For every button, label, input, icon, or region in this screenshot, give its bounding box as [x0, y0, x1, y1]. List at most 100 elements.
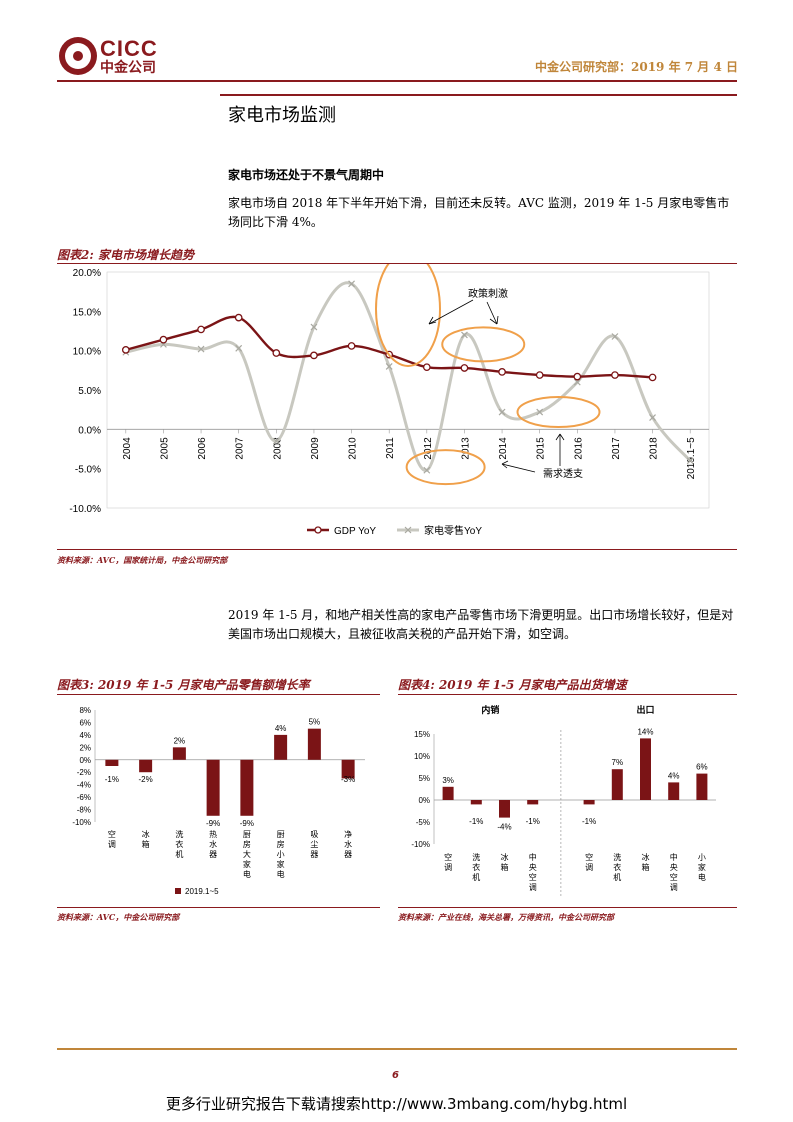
category-label: 器 — [310, 850, 318, 859]
bar — [527, 800, 539, 805]
retail-yoy-point — [235, 344, 243, 352]
bar — [583, 800, 595, 805]
y-tick-label: 2% — [79, 743, 91, 752]
group-label-export: 出口 — [636, 704, 654, 715]
y-tick-label: 0% — [418, 796, 430, 805]
category-label: 衣 — [472, 862, 480, 872]
policy-annotation: 政策刺激 — [468, 287, 508, 300]
category-label: 电 — [698, 872, 706, 882]
category-label: 洗 — [613, 852, 621, 862]
promo-link-text[interactable]: 更多行业研究报告下载请搜索http://www.3mbang.com/hybg.… — [165, 1095, 628, 1113]
gdp-yoy-point — [498, 368, 506, 376]
figure4-title: 图表4: 2019 年 1-5 月家电产品出货增速 — [398, 678, 627, 692]
legend-retail-marker — [404, 526, 412, 534]
policy-arrow — [486, 301, 498, 325]
paragraph-1: 家电市场自 2018 年下半年开始下滑，目前还未反转。AVC 监测，2019 年… — [228, 196, 730, 229]
x-tick-label: 2010 — [348, 437, 359, 460]
y-tick-label: 0% — [79, 756, 91, 765]
y-tick-label: 8% — [79, 706, 91, 715]
gdp-yoy-point — [460, 364, 469, 372]
figure4-top-rule — [398, 694, 737, 695]
header-date: 中金公司研究部：2019 年 7 月 4 日 — [535, 60, 738, 74]
bar — [696, 773, 708, 800]
cicc-logo-icon — [59, 37, 97, 75]
gdp-yoy-point — [611, 371, 619, 379]
category-label: 家 — [277, 859, 285, 869]
demand-arrow — [501, 463, 536, 473]
bar — [499, 800, 510, 818]
bar — [139, 759, 153, 773]
bar — [274, 734, 288, 760]
policy-arrow — [428, 299, 474, 325]
x-tick-label: 2015 — [536, 437, 547, 460]
bar-value-label: 3% — [442, 776, 454, 785]
y-tick-label: 4% — [79, 731, 91, 740]
x-tick-label: 2014 — [498, 437, 509, 460]
gdp-yoy-point — [159, 335, 168, 344]
category-label: 衣 — [613, 862, 621, 872]
retail-yoy-point — [536, 408, 544, 416]
category-label: 央 — [670, 862, 678, 872]
category-label: 调 — [529, 883, 537, 892]
highlight-ellipse — [516, 396, 601, 429]
page-number: 6 — [392, 1070, 399, 1081]
y-tick-label: -10% — [72, 818, 91, 827]
legend-gdp-label: GDP YoY — [334, 526, 376, 537]
section-title: 家电市场监测 — [228, 105, 336, 126]
policy-arrow-head — [489, 315, 499, 325]
x-tick-label: 2018 — [649, 437, 660, 460]
category-label: 大 — [243, 849, 251, 859]
y-tick-label: 0.0% — [78, 425, 101, 436]
category-label: 家 — [243, 859, 251, 869]
bar — [240, 759, 254, 816]
shipment-bar-chart: 15%10%5%0%-5%-10%内销 出口3%空调-1%洗衣机-4%冰箱-1%中… — [411, 704, 716, 896]
category-label: 洗 — [472, 852, 480, 862]
retail-yoy-line — [125, 281, 692, 472]
x-tick-label: 2011 — [385, 437, 396, 459]
bar — [668, 782, 680, 800]
retail-yoy-point — [461, 331, 468, 339]
figure4-bottom-rule — [398, 907, 737, 908]
figure4-source: 资料来源：产业在线，海关总署，万得资讯，中金公司研究部 — [398, 912, 614, 922]
bar-value-label: -4% — [497, 823, 511, 832]
bar-value-label: -9% — [240, 819, 254, 828]
figure2-source: 资料来源：AVC，国家统计局，中金公司研究部 — [57, 555, 228, 565]
category-label: 冰 — [142, 829, 150, 839]
category-label: 机 — [175, 849, 183, 859]
category-label: 调 — [670, 883, 678, 892]
category-label: 热 — [209, 829, 217, 839]
category-label: 器 — [209, 850, 217, 859]
bar-value-label: 6% — [696, 763, 708, 772]
policy-arrow-head — [428, 316, 437, 325]
retail-yoy-point — [348, 280, 355, 288]
gdp-yoy-point — [347, 342, 356, 350]
figure2-title: 图表2: 家电市场增长趋势 — [57, 248, 194, 262]
category-label: 机 — [472, 872, 480, 882]
gdp-yoy-point — [310, 351, 318, 360]
y-tick-label: -5% — [416, 818, 430, 827]
figure3-bottom-rule — [57, 907, 380, 908]
figure2-bottom-rule — [57, 549, 737, 550]
category-label: 家 — [698, 862, 706, 872]
category-label: 吸 — [310, 830, 318, 839]
retail-yoy-point — [498, 408, 506, 416]
footer-divider — [57, 1048, 737, 1050]
group-label-domestic: 内销 — [481, 704, 499, 715]
category-label: 尘 — [310, 839, 318, 849]
bar-value-label: 5% — [309, 718, 321, 727]
category-label: 净 — [344, 829, 352, 839]
x-tick-label: 2017 — [611, 437, 622, 460]
y-tick-label: 15.0% — [73, 307, 101, 318]
category-label: 箱 — [642, 862, 650, 872]
paragraph-2: 2019 年 1-5 月，和地产相关性高的家电产品零售市场下滑更明显。出口市场增… — [228, 608, 734, 641]
gdp-yoy-point — [234, 313, 243, 322]
y-tick-label: 5% — [418, 774, 430, 783]
bar-value-label: 4% — [275, 724, 287, 733]
section-divider — [220, 94, 737, 96]
retail-yoy-point — [686, 457, 694, 465]
bar — [172, 747, 186, 760]
legend-gdp-marker — [314, 526, 322, 534]
bar-value-label: -1% — [469, 817, 483, 826]
bar-value-label: 7% — [612, 758, 624, 767]
y-tick-label: 20.0% — [73, 268, 101, 279]
